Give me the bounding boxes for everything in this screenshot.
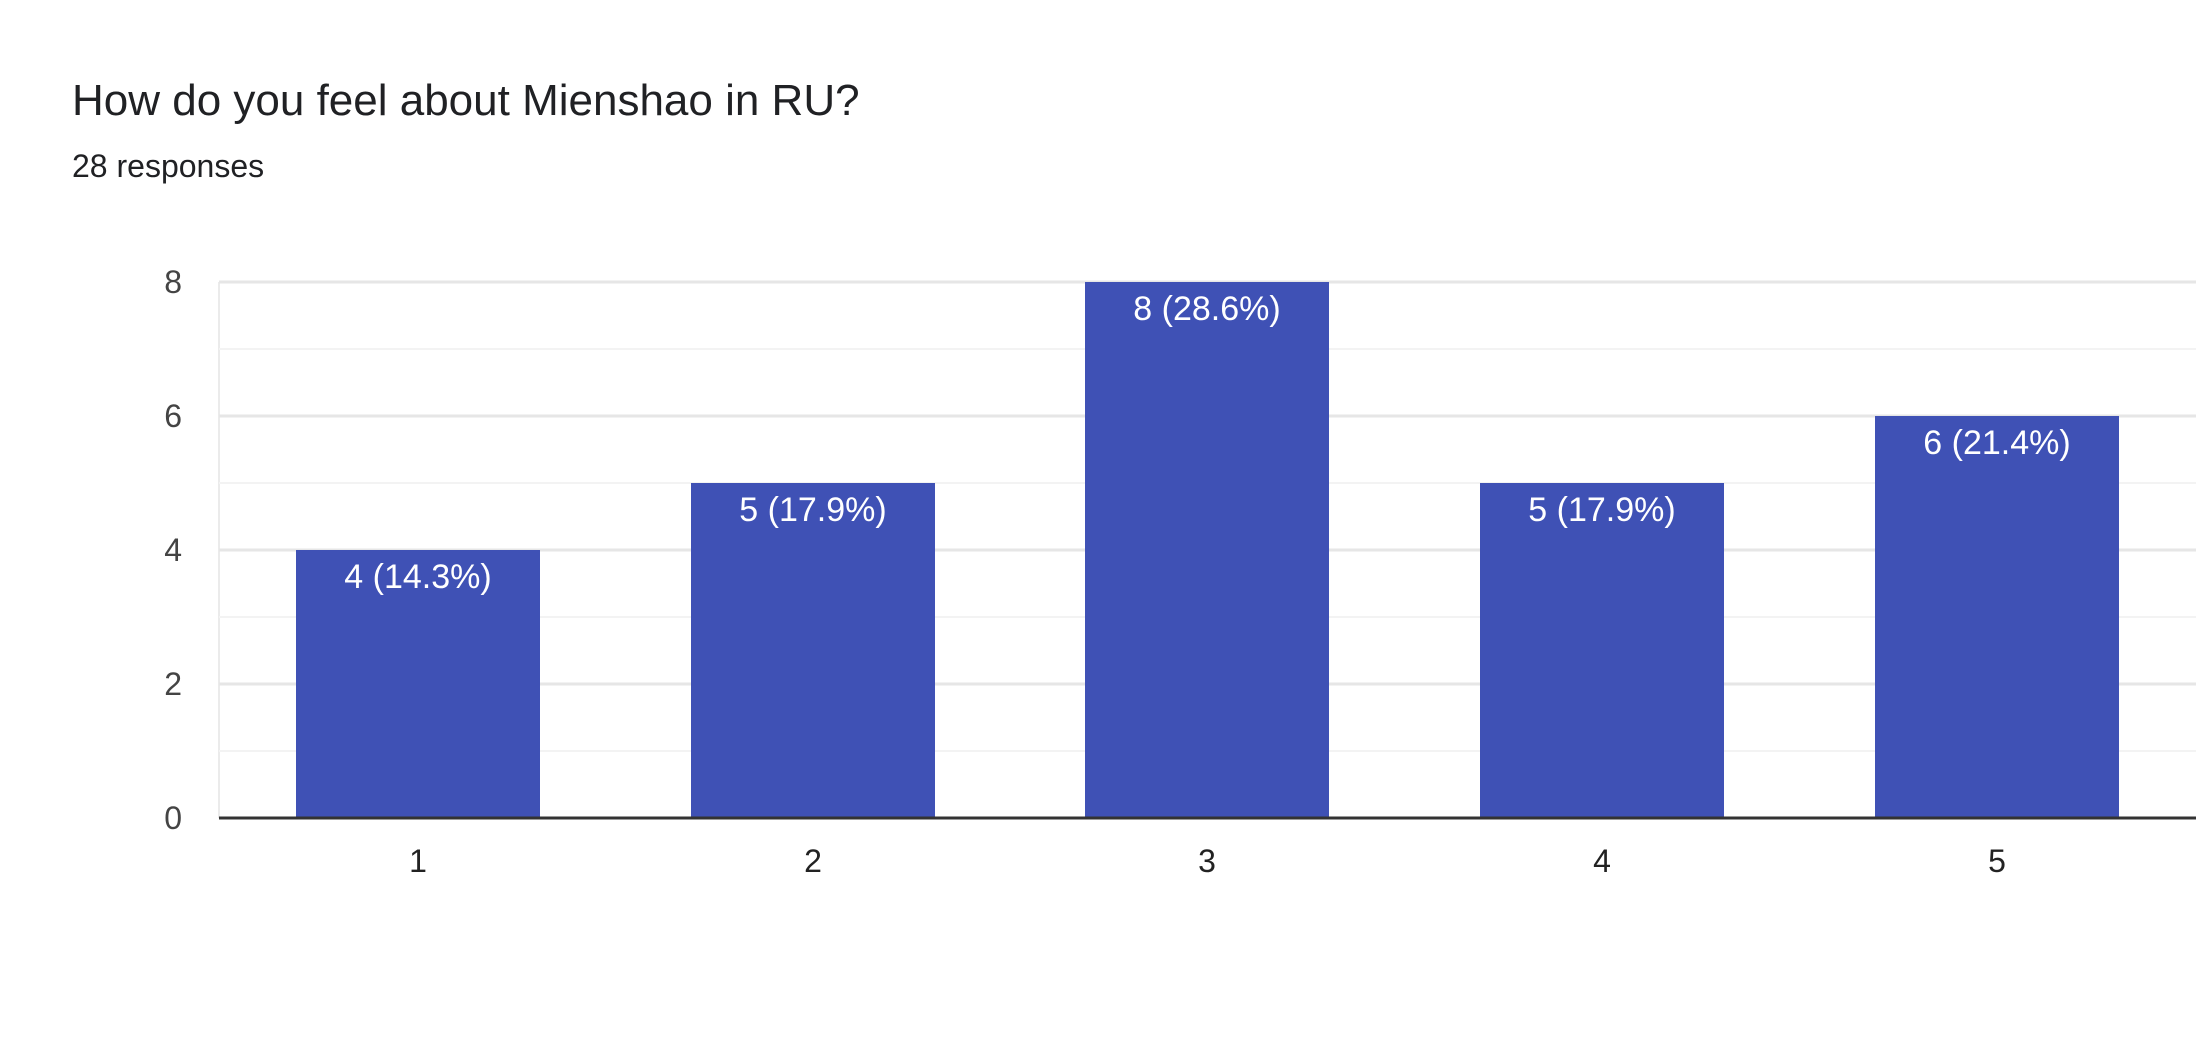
bar [296, 550, 540, 818]
x-tick-label: 2 [804, 843, 822, 879]
x-tick-label: 3 [1198, 843, 1216, 879]
y-tick-label: 0 [164, 800, 182, 836]
bar [1480, 483, 1724, 818]
bar [1875, 416, 2119, 818]
bars [296, 282, 2119, 818]
y-tick-label: 6 [164, 398, 182, 434]
x-tick-label: 1 [409, 843, 427, 879]
y-axis-ticks: 0 2 4 6 8 [164, 264, 182, 836]
x-axis-ticks: 1 2 3 4 5 [409, 843, 2006, 879]
y-tick-label: 2 [164, 666, 182, 702]
question-title: How do you feel about Mienshao in RU? [72, 76, 860, 125]
y-tick-label: 8 [164, 264, 182, 300]
x-tick-label: 5 [1988, 843, 2006, 879]
bar-data-label: 6 (21.4%) [1923, 424, 2070, 462]
bar-data-label: 4 (14.3%) [344, 558, 491, 596]
bar-data-label: 5 (17.9%) [739, 491, 886, 529]
bar [691, 483, 935, 818]
bar [1085, 282, 1329, 818]
x-tick-label: 4 [1593, 843, 1611, 879]
bar-data-label: 8 (28.6%) [1133, 290, 1280, 328]
y-tick-label: 4 [164, 532, 182, 568]
bar-data-label: 5 (17.9%) [1528, 491, 1675, 529]
response-count: 28 responses [72, 148, 265, 184]
data-labels: 4 (14.3%) 5 (17.9%) 8 (28.6%) 5 (17.9%) 6 (2… [344, 290, 2070, 596]
